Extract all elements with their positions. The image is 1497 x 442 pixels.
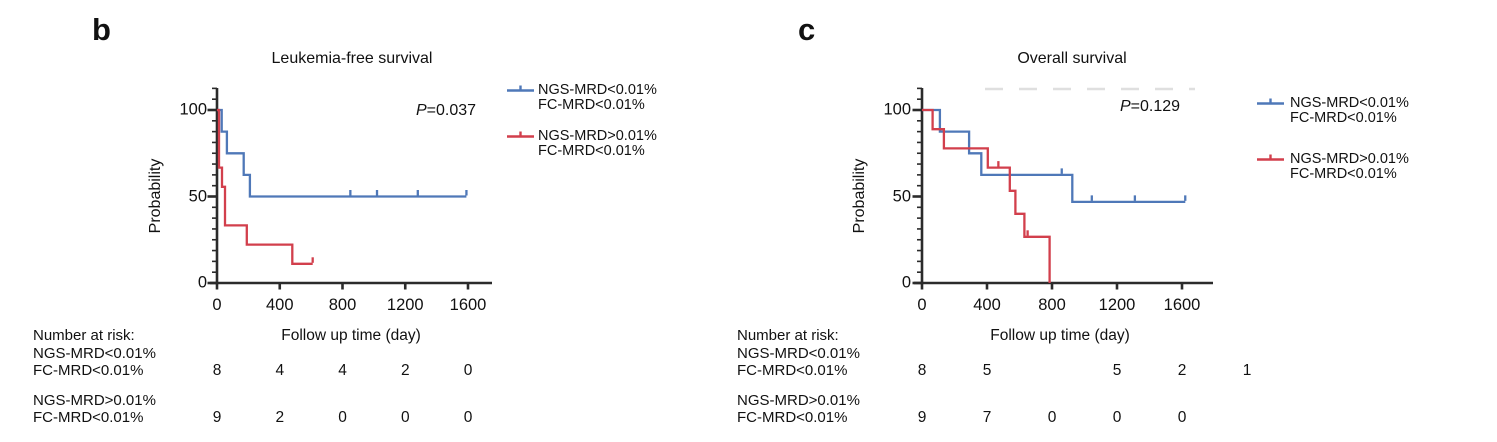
risk-count: 0	[338, 409, 347, 426]
x-tick-label: 800	[1038, 296, 1066, 314]
risk-table-header-b: Number at risk:	[33, 327, 135, 344]
p-number: =0.037	[426, 102, 477, 119]
risk-count: 0	[400, 409, 410, 426]
chart-title-overall-survival: Overall survival	[1017, 50, 1127, 67]
p-symbol: P	[415, 102, 427, 119]
x-tick-label: 1600	[449, 296, 487, 314]
legend-key-blue-line-icon	[507, 85, 534, 92]
risk-row-label-b2-line2: FC-MRD<0.01%	[33, 409, 144, 426]
p-value-leukemia-free-survival: P=0.037	[416, 102, 476, 120]
legend-label-line: NGS-MRD>0.01%	[1290, 151, 1409, 167]
legend-label-line: NGS-MRD>0.01%	[538, 128, 657, 144]
panel-letter-c: c	[798, 12, 816, 47]
y-tick-label: 100	[883, 100, 911, 119]
risk-count: 8	[917, 362, 927, 379]
legend-label-line: FC-MRD<0.01%	[538, 96, 645, 113]
p-value-overall-survival: P=0.129	[1120, 98, 1180, 116]
x-axis-label-b: Follow up time (day)	[281, 327, 421, 344]
legend-key-red-line-icon	[507, 131, 534, 138]
p-symbol: P	[1119, 98, 1131, 115]
risk-count: 2	[1177, 362, 1187, 379]
x-tick-label: 800	[328, 296, 357, 314]
legend-label-line: FC-MRD<0.01%	[1290, 109, 1397, 126]
risk-row-label-b1-line2: FC-MRD<0.01%	[33, 362, 144, 379]
legend-entry-red-c: NGS-MRD>0.01% FC-MRD<0.01%	[1290, 152, 1409, 181]
risk-row-label-c2-line2: FC-MRD<0.01%	[737, 409, 848, 426]
risk-count: 2	[400, 362, 410, 379]
p-number: =0.129	[1130, 98, 1181, 115]
risk-count: 4	[338, 362, 347, 379]
legend-key-red-line-icon	[1257, 154, 1284, 161]
legend-entry-red-b: NGS-MRD>0.01% FC-MRD<0.01%	[538, 129, 657, 158]
x-axis-label-c: Follow up time (day)	[990, 327, 1130, 344]
risk-count: 0	[1047, 409, 1057, 426]
x-tick-label: 0	[917, 296, 927, 314]
legend-label-line: FC-MRD<0.01%	[1290, 165, 1397, 182]
legend-label-line: FC-MRD<0.01%	[538, 142, 645, 159]
x-tick-label: 1200	[386, 296, 424, 314]
x-tick-label: 400	[973, 296, 1001, 314]
risk-row-label-b1-line1: NGS-MRD<0.01%	[33, 345, 156, 362]
y-tick-label: 100	[179, 100, 207, 119]
risk-count: 8	[212, 362, 222, 379]
risk-count: 0	[463, 409, 473, 426]
y-tick-label: 0	[901, 273, 911, 292]
risk-count: 7	[982, 409, 992, 426]
risk-count: 9	[212, 409, 222, 426]
risk-count: 0	[1177, 409, 1187, 426]
x-tick-label: 1600	[1163, 296, 1201, 314]
x-tick-label: 1200	[1098, 296, 1136, 314]
risk-count: 5	[982, 362, 992, 379]
legend-label-line: NGS-MRD<0.01%	[538, 82, 657, 98]
y-axis-label-b: Probability	[147, 158, 164, 234]
panel-letter-b: b	[92, 12, 111, 47]
risk-count: 0	[1112, 409, 1122, 426]
chart-title-leukemia-free-survival: Leukemia-free survival	[271, 50, 433, 67]
risk-count: 5	[1112, 362, 1122, 379]
x-tick-label: 0	[212, 296, 222, 314]
y-tick-label: 0	[197, 273, 207, 292]
risk-count: 9	[917, 409, 927, 426]
risk-count: 2	[275, 409, 285, 426]
legend-entry-blue-c: NGS-MRD<0.01% FC-MRD<0.01%	[1290, 96, 1409, 125]
legend-entry-blue-b: NGS-MRD<0.01% FC-MRD<0.01%	[538, 83, 657, 112]
y-axis-label-c: Probability	[851, 158, 868, 234]
risk-row-label-c2-line1: NGS-MRD>0.01%	[737, 392, 860, 409]
risk-count: 0	[463, 362, 473, 379]
x-tick-label: 400	[265, 296, 294, 314]
legend-label-line: NGS-MRD<0.01%	[1290, 95, 1409, 111]
risk-count: 4	[275, 362, 285, 379]
risk-count: 1	[1242, 362, 1252, 379]
legend-key-blue-line-icon	[1257, 98, 1284, 105]
risk-table-header-c: Number at risk:	[737, 327, 839, 344]
risk-row-label-c1-line1: NGS-MRD<0.01%	[737, 345, 860, 362]
risk-row-label-b2-line1: NGS-MRD>0.01%	[33, 392, 156, 409]
risk-row-label-c1-line2: FC-MRD<0.01%	[737, 362, 848, 379]
y-tick-label: 50	[188, 187, 207, 205]
y-tick-label: 50	[892, 187, 911, 205]
